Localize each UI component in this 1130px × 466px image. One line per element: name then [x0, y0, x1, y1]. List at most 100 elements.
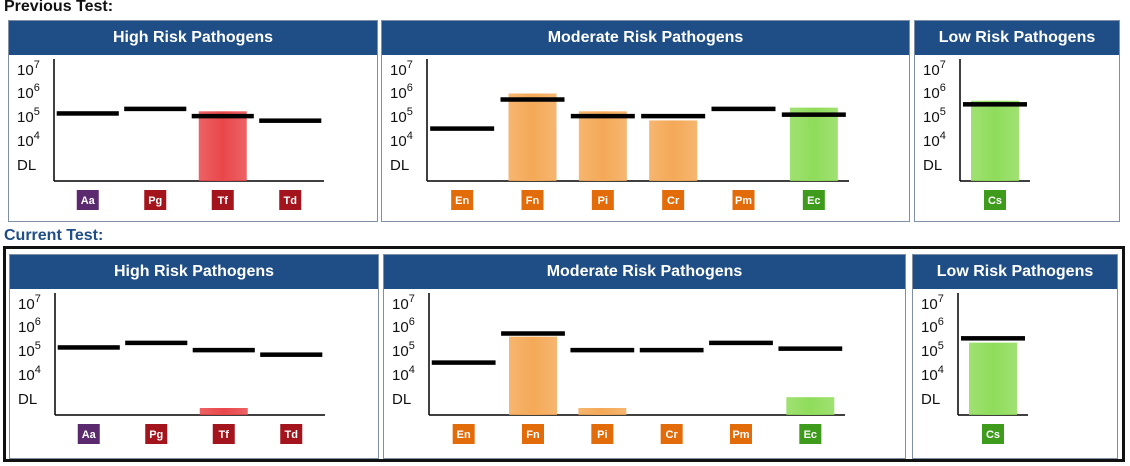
threshold-aa — [57, 345, 120, 350]
category-label: Cr — [667, 195, 680, 207]
y-tick-label: 104 — [923, 130, 946, 150]
y-tick-label: 105 — [390, 106, 413, 126]
y-tick-label: 106 — [921, 316, 944, 336]
category-label: Pg — [148, 195, 162, 207]
chart-panel: Low Risk Pathogens 107 106 105 104 DL Cs — [912, 254, 1118, 459]
threshold-pg — [125, 340, 188, 346]
threshold-pg — [124, 106, 187, 112]
bar-cs — [969, 342, 1017, 415]
category-label: Fn — [526, 195, 540, 207]
y-tick-label: 107 — [921, 293, 944, 313]
bar-cs — [971, 100, 1019, 181]
threshold-td — [260, 352, 323, 357]
threshold-pi — [570, 113, 635, 119]
category-badge — [522, 424, 544, 444]
bar-pi — [578, 408, 627, 415]
threshold-tf — [192, 347, 255, 353]
threshold-cr — [639, 347, 704, 353]
threshold-ec — [778, 346, 843, 351]
chart-panel: Low Risk Pathogens 107 106 105 104 DL Cs — [914, 20, 1120, 222]
chart-panel: Moderate Risk Pathogens 107 106 105 104 DL En F… — [381, 20, 910, 222]
current-test-frame — [3, 246, 1125, 462]
chart-plot: 107 106 105 104 DL En Fn Pi Cr Pm Ec — [390, 59, 849, 210]
threshold-cs — [961, 336, 1025, 341]
threshold-pi — [570, 347, 635, 353]
category-badge — [77, 424, 100, 444]
category-badge — [802, 190, 825, 210]
category-badge — [732, 190, 755, 210]
category-label: Td — [284, 195, 297, 207]
bar-tf — [198, 111, 247, 181]
y-tick-label: DL — [923, 157, 942, 174]
category-label: Pi — [597, 429, 607, 441]
category-label: Pi — [598, 195, 608, 207]
chart-title: High Risk Pathogens — [10, 255, 378, 289]
y-tick-label: 104 — [390, 130, 413, 150]
y-tick-label: 104 — [392, 364, 415, 384]
category-label: Aa — [81, 195, 96, 207]
category-badge — [662, 190, 685, 210]
chart-plot: 107 106 105 104 DL En Fn Pi Cr Pm Ec — [392, 293, 845, 444]
y-tick-label: 107 — [18, 293, 41, 313]
y-tick-label: DL — [17, 157, 36, 174]
threshold-ec — [781, 112, 846, 117]
threshold-aa — [56, 111, 119, 116]
category-badge — [144, 190, 167, 210]
y-tick-label: 106 — [18, 316, 41, 336]
y-tick-label: 107 — [390, 59, 413, 79]
category-label: Cs — [986, 429, 1000, 441]
chart-plot: 107 106 105 104 DL Aa Pg Tf Td — [18, 293, 325, 444]
y-tick-label: 106 — [923, 82, 946, 102]
category-label: Pg — [149, 429, 163, 441]
current-test-label: Current Test: — [4, 227, 104, 244]
category-badge — [982, 424, 1004, 444]
category-label: Cs — [988, 195, 1002, 207]
category-badge — [521, 190, 544, 210]
y-tick-label: 106 — [17, 82, 40, 102]
threshold-fn — [500, 97, 565, 102]
y-tick-label: 105 — [392, 340, 415, 360]
threshold-fn — [501, 331, 565, 336]
category-badge — [212, 424, 235, 444]
y-tick-label: 106 — [392, 316, 415, 336]
y-tick-label: 105 — [923, 106, 946, 126]
y-tick-label: DL — [392, 391, 411, 408]
y-tick-label: 105 — [17, 106, 40, 126]
bar-cr — [649, 120, 698, 181]
category-badge — [591, 424, 614, 444]
category-label: Pm — [732, 429, 749, 441]
bar-fn — [509, 336, 557, 415]
chart-title: High Risk Pathogens — [9, 21, 377, 55]
category-badge — [211, 190, 234, 210]
category-label: En — [457, 429, 471, 441]
threshold-td — [259, 118, 322, 123]
bar-ec — [789, 107, 838, 181]
category-badge — [145, 424, 168, 444]
y-tick-label: 105 — [921, 340, 944, 360]
chart-plot: 107 106 105 104 DL Cs — [923, 59, 1030, 210]
y-tick-label: 107 — [17, 59, 40, 79]
category-badge — [279, 190, 302, 210]
chart-title: Moderate Risk Pathogens — [384, 255, 905, 289]
category-label: En — [455, 195, 469, 207]
category-label: Cr — [666, 429, 679, 441]
y-tick-label: DL — [18, 391, 37, 408]
chart-panel: High Risk Pathogens 107 106 105 104 DL Aa Pg Tf T… — [8, 20, 378, 222]
chart-title: Moderate Risk Pathogens — [382, 21, 909, 55]
threshold-cr — [641, 113, 706, 119]
category-badge — [591, 190, 614, 210]
chart-plot: 107 106 105 104 DL Cs — [921, 293, 1028, 444]
y-tick-label: 107 — [923, 59, 946, 79]
y-tick-label: 104 — [17, 130, 40, 150]
category-badge — [451, 190, 474, 210]
category-badge — [799, 424, 822, 444]
category-badge — [280, 424, 303, 444]
category-label: Tf — [218, 195, 229, 207]
category-badge — [730, 424, 752, 444]
chart-panel: High Risk Pathogens 107 106 105 104 DL Aa Pg Tf T… — [9, 254, 379, 459]
chart-panel: Moderate Risk Pathogens 107 106 105 104 DL En F… — [383, 254, 906, 459]
bar-tf — [199, 408, 248, 415]
threshold-tf — [191, 113, 254, 119]
y-tick-label: DL — [390, 157, 409, 174]
y-tick-label: 106 — [390, 82, 413, 102]
